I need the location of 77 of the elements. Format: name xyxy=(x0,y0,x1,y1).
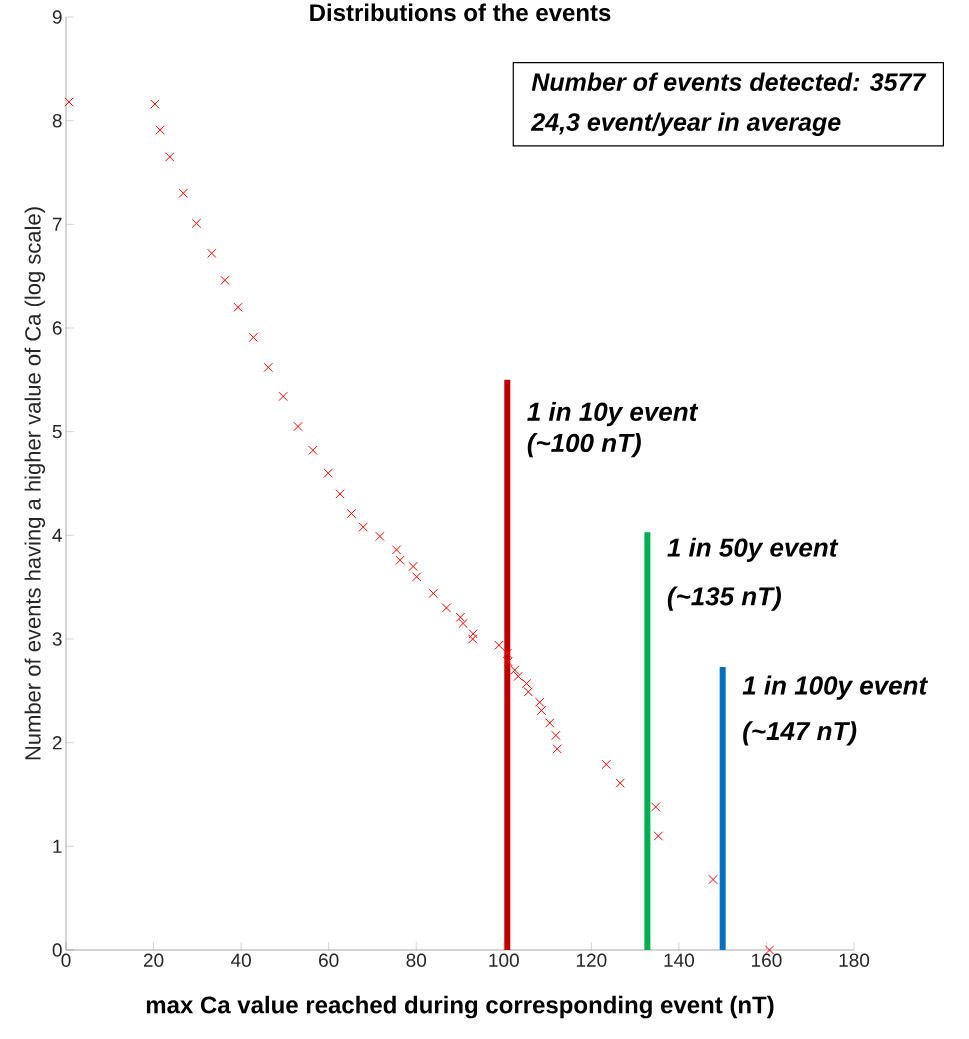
point xyxy=(615,778,625,788)
point xyxy=(513,671,523,682)
point xyxy=(391,545,402,555)
x-tick-label: 100 xyxy=(489,953,519,967)
x-tick-label: 140 xyxy=(664,953,694,967)
point xyxy=(278,391,288,402)
point xyxy=(207,248,217,259)
point xyxy=(521,678,532,689)
point xyxy=(503,657,513,667)
x-tick-label: 80 xyxy=(406,953,427,967)
point xyxy=(220,275,230,286)
x-tick-label: 180 xyxy=(839,953,870,967)
point xyxy=(502,648,513,659)
point xyxy=(441,603,452,613)
annotation: (~100 nT) xyxy=(527,433,641,458)
y-tick-label: 4 xyxy=(52,528,62,542)
y-tick-label: 2 xyxy=(52,736,62,750)
point xyxy=(346,508,357,519)
point xyxy=(534,697,545,707)
point xyxy=(155,125,165,135)
annotation: Number of events detected: 3577 xyxy=(531,72,927,91)
y-tick-label: 3 xyxy=(52,632,62,646)
point xyxy=(428,588,439,599)
x-axis-title: max Ca value reached during corresponding event (nT) xyxy=(146,995,774,1019)
point xyxy=(468,629,478,639)
point xyxy=(455,612,466,622)
point xyxy=(650,802,661,812)
point xyxy=(551,730,561,741)
y-tick-label: 8 xyxy=(52,113,62,128)
point xyxy=(411,572,422,582)
point xyxy=(64,97,74,107)
point xyxy=(536,705,547,716)
point xyxy=(523,687,534,697)
point xyxy=(191,218,202,229)
point xyxy=(335,489,345,499)
point xyxy=(458,618,468,629)
point xyxy=(653,831,664,841)
point xyxy=(150,99,160,109)
point xyxy=(545,718,555,728)
y-axis-title: Number of events having a higher value of Ca (log scale) xyxy=(24,207,46,760)
x-tick-label: 40 xyxy=(230,953,251,967)
x-tick-label: 60 xyxy=(319,953,339,967)
point xyxy=(375,531,385,542)
annotation: (~135 nT) xyxy=(667,586,781,611)
y-tick-label: 0 xyxy=(52,943,62,957)
point xyxy=(708,874,718,885)
point xyxy=(494,640,504,650)
point xyxy=(509,665,520,675)
point xyxy=(293,421,303,432)
point xyxy=(395,555,405,565)
point xyxy=(467,634,478,644)
point xyxy=(601,759,611,770)
annotation: (~147 nT) xyxy=(743,721,857,746)
x-tick-label: 160 xyxy=(752,953,782,967)
point xyxy=(358,522,368,532)
annotation: 1 in 100y event xyxy=(742,675,929,700)
annotation: 24,3 event/year in average xyxy=(530,112,841,136)
point xyxy=(233,302,243,313)
y-tick-label: 5 xyxy=(52,425,62,439)
point xyxy=(178,188,189,198)
point xyxy=(248,332,259,343)
point xyxy=(165,152,175,162)
chart-title: Distributions of the events xyxy=(310,3,611,22)
annotation: 1 in 50y event xyxy=(667,537,839,562)
annotation: 1 in 10y event xyxy=(527,401,699,427)
point xyxy=(552,744,562,754)
y-tick-label: 9 xyxy=(52,10,62,24)
y-tick-label: 6 xyxy=(52,321,62,335)
point xyxy=(308,445,318,456)
x-tick-label: 0 xyxy=(61,953,71,967)
point xyxy=(323,468,333,478)
x-tick-label: 20 xyxy=(143,953,164,967)
x-tick-label: 120 xyxy=(576,953,607,967)
point xyxy=(263,362,273,373)
point xyxy=(408,561,418,572)
y-tick-label: 1 xyxy=(53,839,62,853)
y-tick-label: 7 xyxy=(52,217,62,231)
